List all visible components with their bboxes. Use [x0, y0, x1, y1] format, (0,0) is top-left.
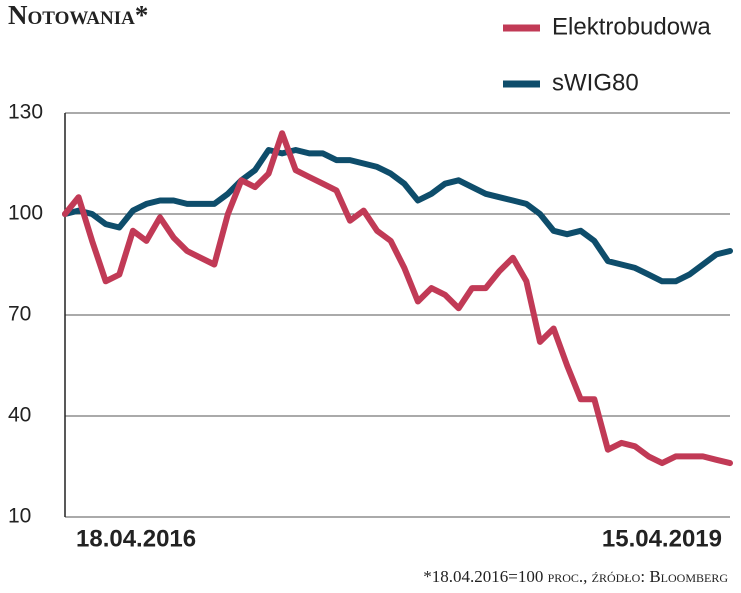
x-tick-label: 15.04.2019 [602, 525, 722, 552]
data-line [62, 147, 733, 285]
y-tick-label: 100 [8, 202, 43, 225]
y-tick-label: 10 [8, 505, 31, 528]
y-tick-label: 40 [8, 404, 31, 427]
chart-title: Notowania* [8, 0, 148, 30]
y-tick-label: 70 [8, 303, 31, 326]
x-tick-label: 18.04.2016 [76, 525, 196, 552]
footnote: *18.04.2016=100 proc., źródło: Bloomberg [423, 567, 728, 586]
data-line [62, 130, 733, 467]
legend-label: sWIG80 [552, 69, 639, 96]
y-tick-label: 130 [8, 101, 43, 124]
legend-label: Elektrobudowa [552, 13, 711, 40]
